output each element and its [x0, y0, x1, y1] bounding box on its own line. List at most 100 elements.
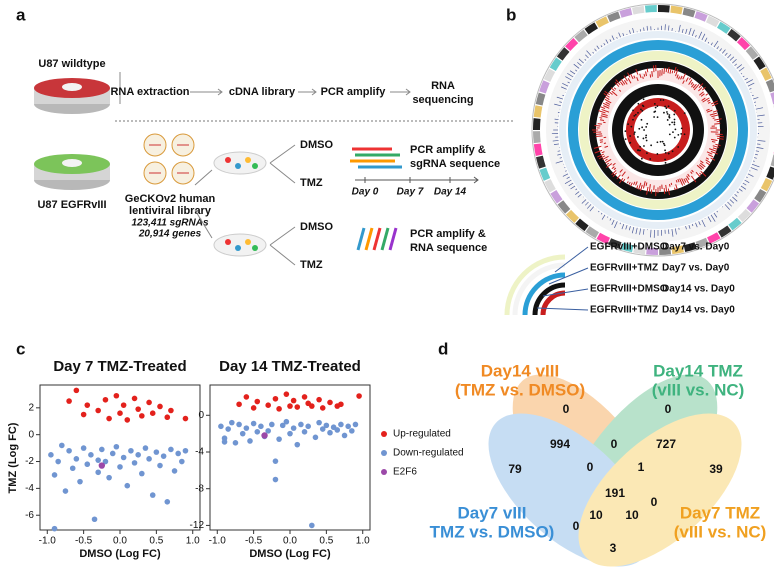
track-spike — [613, 167, 617, 171]
track-spike — [681, 178, 686, 185]
track-spike — [604, 96, 610, 100]
ideogram — [727, 28, 741, 42]
track-dot — [650, 144, 653, 147]
track-spike — [636, 77, 639, 82]
point — [157, 462, 163, 469]
x-tick-label: -1.0 — [209, 536, 227, 547]
point — [117, 464, 123, 470]
track-spike — [732, 196, 738, 202]
ideogram — [565, 209, 580, 223]
track-dot — [673, 109, 676, 112]
track-dot — [640, 157, 643, 160]
track-spike — [707, 99, 711, 102]
ideogram — [736, 37, 751, 51]
track-dot — [641, 109, 644, 112]
track-spike — [707, 41, 710, 44]
ideogram — [707, 232, 721, 244]
point — [106, 415, 112, 422]
track-spike — [620, 78, 626, 85]
track-spike — [691, 175, 697, 183]
track-spike — [627, 176, 630, 179]
track-spike — [690, 171, 693, 174]
point — [272, 476, 279, 483]
track-spike — [627, 72, 631, 78]
track-spike — [671, 228, 674, 237]
track-spike — [695, 222, 698, 228]
track-dot — [680, 127, 683, 130]
track-spike — [626, 181, 629, 184]
track-spike — [625, 224, 628, 230]
track-spike — [600, 212, 603, 215]
track-spike — [605, 158, 612, 164]
region-count: 0 — [665, 402, 672, 416]
track-dot — [666, 119, 669, 121]
track-spike — [754, 157, 757, 159]
track-spike — [699, 172, 702, 175]
track-spike — [581, 199, 587, 204]
track-spike — [740, 73, 743, 75]
track-dot — [645, 134, 648, 137]
track-spike — [701, 33, 706, 41]
point — [254, 429, 261, 435]
seq-step: PCR amplify & — [410, 228, 486, 240]
venn-counts: 0 0 994 0 727 79 39 0 1 191 0 10 10 0 3 — [508, 402, 723, 555]
track-spike — [698, 83, 704, 88]
track-dot — [638, 149, 641, 152]
y-tick-label: -4 — [195, 447, 204, 458]
track-spike — [636, 185, 639, 190]
track-spike — [552, 140, 559, 142]
track-spike — [708, 154, 714, 158]
track-spike — [633, 75, 636, 79]
condition: DMSO — [300, 221, 333, 233]
track-spike — [621, 223, 625, 230]
track-dot — [624, 138, 627, 141]
track-spike — [712, 147, 718, 150]
track-spike — [562, 173, 569, 177]
point — [124, 417, 131, 423]
track-dot — [640, 108, 642, 111]
track-dot — [639, 145, 642, 148]
ideogram — [760, 177, 773, 192]
track-spike — [622, 178, 626, 182]
point — [301, 429, 308, 435]
track-dot — [629, 135, 632, 137]
track-spike — [752, 97, 759, 100]
point — [319, 426, 326, 432]
track-spike — [596, 45, 600, 50]
ideogram — [760, 67, 772, 81]
ideogram — [557, 200, 571, 214]
track-spike — [628, 226, 631, 231]
point — [349, 428, 355, 434]
plot-frame — [39, 384, 201, 531]
point — [102, 458, 109, 465]
track-spike — [611, 166, 615, 170]
point — [327, 399, 333, 406]
track-spike — [707, 101, 711, 104]
track-spike — [705, 93, 709, 96]
track-spike — [663, 188, 666, 195]
ideogram — [766, 166, 774, 180]
track-spike — [601, 214, 606, 220]
chart-title: Day 14 TMZ-Treated — [219, 358, 361, 375]
track-dot — [632, 118, 634, 121]
track-dot — [668, 123, 671, 126]
track-spike — [599, 117, 603, 119]
track-spike — [693, 84, 700, 91]
track-spike — [700, 170, 707, 177]
point — [120, 454, 127, 461]
point — [55, 458, 61, 465]
track-spike — [610, 87, 615, 92]
ideogram — [565, 37, 579, 52]
ideogram — [585, 226, 599, 239]
point — [98, 462, 106, 469]
point — [73, 387, 80, 394]
ideogram — [765, 79, 774, 93]
track-spike — [685, 77, 689, 82]
track-spike — [716, 46, 719, 50]
library-icon — [143, 133, 195, 185]
point — [120, 402, 127, 408]
track-spike — [749, 88, 752, 90]
venn — [488, 374, 742, 567]
track-spike — [734, 194, 738, 197]
track-dot — [665, 107, 668, 110]
